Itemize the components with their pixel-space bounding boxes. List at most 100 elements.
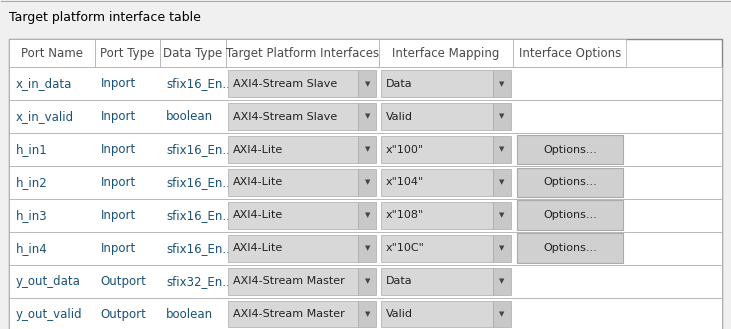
Text: Inport: Inport xyxy=(100,209,136,222)
Text: AXI4-Lite: AXI4-Lite xyxy=(233,210,283,220)
Bar xyxy=(381,202,493,229)
Text: Inport: Inport xyxy=(100,110,136,123)
Bar xyxy=(379,39,513,67)
Bar xyxy=(228,235,358,262)
Bar xyxy=(9,265,722,298)
Text: AXI4-Stream Master: AXI4-Stream Master xyxy=(233,309,345,319)
Bar xyxy=(517,200,623,230)
Text: ▼: ▼ xyxy=(365,311,370,317)
Bar xyxy=(9,199,722,232)
Bar xyxy=(517,135,623,164)
Bar xyxy=(493,70,511,97)
Bar xyxy=(381,103,493,130)
Text: AXI4-Lite: AXI4-Lite xyxy=(233,177,283,188)
Bar xyxy=(358,268,376,294)
Text: Options...: Options... xyxy=(543,210,596,220)
Text: Valid: Valid xyxy=(386,309,413,319)
Bar xyxy=(517,167,623,197)
Text: sfix16_En...: sfix16_En... xyxy=(166,242,234,255)
Text: Target platform interface table: Target platform interface table xyxy=(9,11,200,24)
Text: sfix16_En...: sfix16_En... xyxy=(166,209,234,222)
Bar xyxy=(358,103,376,130)
Bar xyxy=(493,235,511,262)
Text: sfix16_En...: sfix16_En... xyxy=(166,143,234,156)
Bar xyxy=(513,39,626,67)
Text: Inport: Inport xyxy=(100,77,136,90)
Bar xyxy=(493,169,511,196)
Bar xyxy=(358,136,376,163)
Bar xyxy=(493,268,511,294)
Text: Inport: Inport xyxy=(100,143,136,156)
Text: ▼: ▼ xyxy=(499,213,504,218)
Text: ▼: ▼ xyxy=(499,311,504,317)
Bar xyxy=(226,39,379,67)
Bar xyxy=(228,301,358,327)
Text: Port Name: Port Name xyxy=(20,47,83,60)
Text: ▼: ▼ xyxy=(365,81,370,87)
Bar xyxy=(228,169,358,196)
Text: sfix32_En...: sfix32_En... xyxy=(166,275,233,288)
Bar xyxy=(228,202,358,229)
Bar xyxy=(358,301,376,327)
Text: Options...: Options... xyxy=(543,177,596,188)
Bar xyxy=(160,39,226,67)
Text: Options...: Options... xyxy=(543,144,596,155)
Bar xyxy=(517,233,623,263)
Text: Outport: Outport xyxy=(100,275,146,288)
Bar xyxy=(94,39,160,67)
Text: x_in_valid: x_in_valid xyxy=(16,110,74,123)
Text: ▼: ▼ xyxy=(499,114,504,120)
Text: sfix16_En...: sfix16_En... xyxy=(166,176,234,189)
Text: Options...: Options... xyxy=(543,243,596,253)
Text: Interface Mapping: Interface Mapping xyxy=(393,47,500,60)
Bar xyxy=(228,70,358,97)
Text: ▼: ▼ xyxy=(499,146,504,153)
Bar xyxy=(358,202,376,229)
Text: x"10C": x"10C" xyxy=(386,243,425,253)
Text: Valid: Valid xyxy=(386,112,413,122)
Bar xyxy=(358,169,376,196)
Text: ▼: ▼ xyxy=(365,179,370,186)
Text: x"104": x"104" xyxy=(386,177,424,188)
Text: y_out_valid: y_out_valid xyxy=(16,308,83,321)
Bar xyxy=(9,67,722,100)
Bar xyxy=(228,268,358,294)
Text: Data: Data xyxy=(386,79,412,89)
Text: ▼: ▼ xyxy=(499,81,504,87)
Bar xyxy=(493,202,511,229)
Text: Inport: Inport xyxy=(100,242,136,255)
Text: ▼: ▼ xyxy=(365,146,370,153)
Text: boolean: boolean xyxy=(166,308,213,321)
Bar xyxy=(381,235,493,262)
Text: Outport: Outport xyxy=(100,308,146,321)
Bar xyxy=(9,298,722,329)
Bar xyxy=(228,103,358,130)
Bar xyxy=(9,166,722,199)
Text: Target Platform Interfaces: Target Platform Interfaces xyxy=(226,47,379,60)
Text: x"108": x"108" xyxy=(386,210,424,220)
Text: ▼: ▼ xyxy=(365,114,370,120)
Bar xyxy=(381,169,493,196)
Bar xyxy=(381,70,493,97)
Bar xyxy=(493,136,511,163)
Text: x_in_data: x_in_data xyxy=(16,77,72,90)
Text: AXI4-Stream Slave: AXI4-Stream Slave xyxy=(233,112,337,122)
Text: Data Type: Data Type xyxy=(163,47,222,60)
Bar xyxy=(228,136,358,163)
Text: h_in4: h_in4 xyxy=(16,242,48,255)
Text: ▼: ▼ xyxy=(499,278,504,284)
Bar xyxy=(381,136,493,163)
Text: ▼: ▼ xyxy=(365,213,370,218)
Text: ▼: ▼ xyxy=(365,245,370,251)
Bar xyxy=(493,301,511,327)
Text: Interface Options: Interface Options xyxy=(518,47,621,60)
Bar xyxy=(358,235,376,262)
Text: boolean: boolean xyxy=(166,110,213,123)
Text: ▼: ▼ xyxy=(499,245,504,251)
Text: AXI4-Stream Slave: AXI4-Stream Slave xyxy=(233,79,337,89)
Text: h_in3: h_in3 xyxy=(16,209,48,222)
Bar xyxy=(9,232,722,265)
Text: sfix16_En...: sfix16_En... xyxy=(166,77,234,90)
Bar xyxy=(381,268,493,294)
Bar xyxy=(9,133,722,166)
